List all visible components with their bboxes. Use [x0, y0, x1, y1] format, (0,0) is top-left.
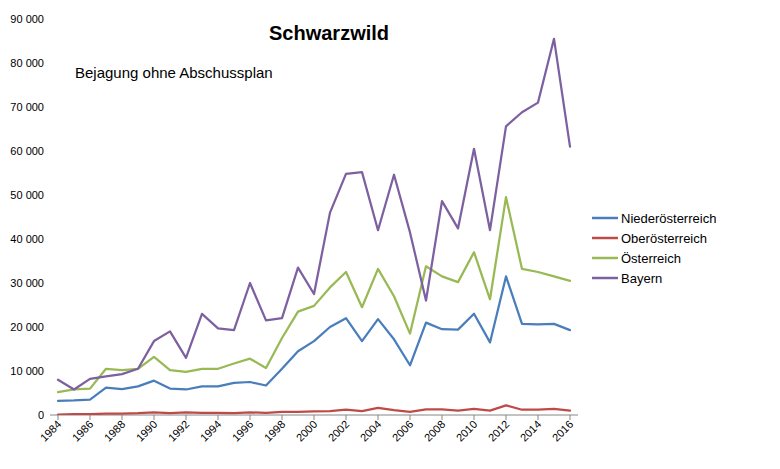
x-tick-label: 1988: [102, 418, 128, 444]
x-axis: 1984198619881990199219941996199820002002…: [38, 415, 578, 444]
x-tick-label: 2008: [422, 418, 448, 444]
x-tick-label: 1990: [134, 418, 160, 444]
legend-swatch: [592, 237, 618, 240]
y-tick: [46, 415, 50, 416]
legend-swatch: [592, 257, 618, 260]
x-tick: [314, 415, 315, 420]
x-tick-label: 2004: [358, 418, 384, 444]
legend-label: Bayern: [621, 271, 662, 286]
x-tick: [122, 415, 123, 420]
legend-label: Österreich: [621, 251, 681, 266]
x-tick-label: 1998: [262, 418, 288, 444]
x-tick: [570, 415, 571, 420]
x-tick: [474, 415, 475, 420]
y-tick-label: 30 000: [10, 277, 44, 289]
x-tick: [58, 415, 59, 420]
x-tick-label: 2006: [390, 418, 416, 444]
y-tick-label: 70 000: [10, 101, 44, 113]
x-tick-label: 1984: [38, 418, 64, 444]
x-tick: [410, 415, 411, 420]
y-tick-label: 10 000: [10, 365, 44, 377]
annotation: Bejagung ohne Abschussplan: [75, 64, 273, 81]
legend-label: Niederösterreich: [621, 211, 716, 226]
x-tick-label: 2000: [294, 418, 320, 444]
title: Schwarzwild: [269, 22, 389, 44]
y-tick: [46, 19, 50, 20]
y-tick-label: 0: [38, 409, 44, 421]
y-tick-label: 80 000: [10, 57, 44, 69]
x-tick-label: 1996: [230, 418, 256, 444]
x-tick: [154, 415, 155, 420]
x-tick: [378, 415, 379, 420]
y-tick: [46, 327, 50, 328]
x-tick: [90, 415, 91, 420]
y-tick-label: 50 000: [10, 189, 44, 201]
y-tick: [46, 371, 50, 372]
y-tick-label: 60 000: [10, 145, 44, 157]
x-tick-label: 2014: [518, 418, 544, 444]
x-tick: [538, 415, 539, 420]
x-tick: [282, 415, 283, 420]
x-tick-label: 1986: [70, 418, 96, 444]
x-tick-label: 1992: [166, 418, 192, 444]
legend-label: Oberösterreich: [621, 231, 707, 246]
x-tick-label: 1994: [198, 418, 224, 444]
y-axis: 0 10 000 20 000 30 000 40 000 50 000 60 000 70 …: [10, 13, 50, 421]
y-tick-label: 40 000: [10, 233, 44, 245]
x-tick: [506, 415, 507, 420]
plot-area: [58, 39, 570, 415]
y-tick: [46, 195, 50, 196]
x-tick: [218, 415, 219, 420]
x-tick: [186, 415, 187, 420]
x-tick-label: 2002: [326, 418, 352, 444]
legend-swatch: [592, 277, 618, 280]
legend: Niederösterreich Oberösterreich Österreich…: [592, 211, 716, 286]
x-tick-label: 2012: [486, 418, 512, 444]
x-tick-label: 2016: [550, 418, 576, 444]
y-tick: [46, 63, 50, 64]
x-tick: [442, 415, 443, 420]
y-tick-label: 90 000: [10, 13, 44, 25]
x-tick: [250, 415, 251, 420]
series-line: [58, 39, 570, 390]
series-line: [58, 405, 570, 414]
x-tick-label: 2010: [454, 418, 480, 444]
y-tick-label: 20 000: [10, 321, 44, 333]
legend-swatch: [592, 217, 618, 220]
y-tick: [46, 283, 50, 284]
x-tick: [346, 415, 347, 420]
chart: Schwarzwild 0 10 000 20 000 30 000 40 000 50 0…: [0, 0, 780, 469]
y-tick: [46, 239, 50, 240]
y-tick: [46, 151, 50, 152]
y-tick: [46, 107, 50, 108]
